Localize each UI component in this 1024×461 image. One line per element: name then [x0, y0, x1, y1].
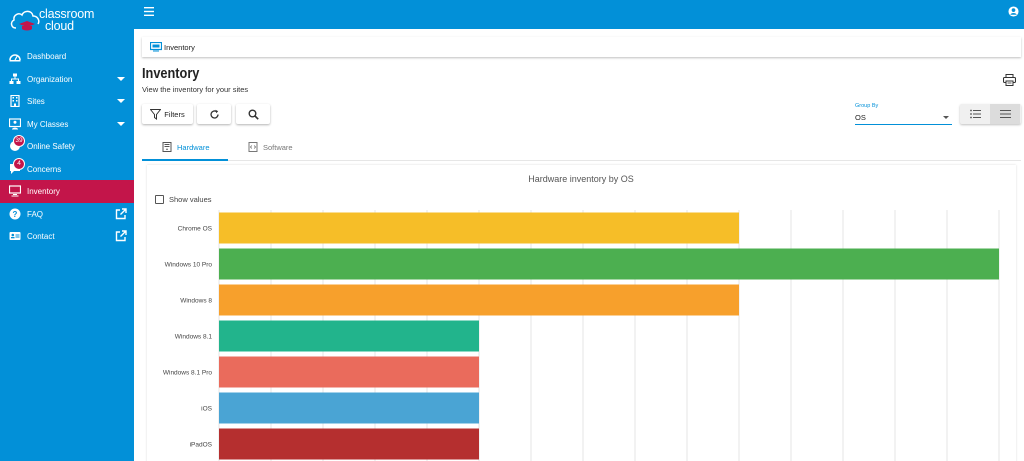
online-safety-badge: 39	[13, 135, 25, 147]
svg-text:?: ?	[13, 210, 18, 219]
classroom-cloud-logo[interactable]: classroom cloud	[9, 6, 99, 34]
bar[interactable]	[219, 356, 479, 388]
chevron-down-icon[interactable]	[117, 99, 125, 103]
chart-title: Hardware inventory by OS	[528, 174, 634, 184]
sidebar-item-label: Inventory	[27, 187, 60, 196]
list-view-icon	[969, 109, 981, 119]
category-label: Windows 8	[180, 298, 212, 305]
category-label: Windows 8.1 Pro	[163, 370, 213, 377]
filters-button[interactable]: Filters	[142, 104, 193, 124]
bar[interactable]	[219, 284, 739, 316]
sidebar-item-label: Concerns	[27, 164, 62, 174]
sidebar-item-label: Online Safety	[27, 142, 76, 151]
category-label: Chrome OS	[178, 226, 213, 233]
breadcrumb: Inventory	[142, 37, 1021, 57]
sidebar-item-online-safety[interactable]: 39 Online Safety	[0, 135, 134, 158]
classes-icon	[9, 117, 21, 129]
hardware-icon	[162, 142, 172, 152]
category-label: iPadOS	[190, 442, 213, 449]
sites-icon	[10, 95, 20, 107]
refresh-icon	[209, 109, 219, 119]
tab-hardware-label: Hardware	[177, 143, 210, 152]
sidebar-item-sites[interactable]: Sites	[0, 90, 134, 113]
category-label: Windows 10 Pro	[165, 262, 213, 269]
hamburger-menu-icon[interactable]	[144, 7, 154, 16]
dashboard-icon	[9, 54, 21, 62]
external-link-icon[interactable]	[115, 207, 127, 220]
category-label: Windows 8.1	[175, 334, 213, 341]
view-toggle	[960, 104, 1021, 124]
tab-software[interactable]: Software	[228, 133, 314, 161]
concerns-badge: 4	[13, 157, 25, 170]
refresh-button[interactable]	[197, 104, 231, 124]
sidebar-item-label: Dashboard	[27, 52, 67, 61]
sidebar-item-label: FAQ	[27, 209, 44, 219]
bar[interactable]	[219, 428, 479, 460]
bar[interactable]	[219, 212, 739, 244]
chevron-down-icon[interactable]	[117, 121, 125, 126]
sidebar-item-label: My Classes	[27, 119, 69, 129]
faq-icon: ?	[9, 208, 21, 219]
sidebar-item-contact[interactable]: Contact	[0, 225, 134, 248]
sidebar-item-concerns[interactable]: 4 Concerns	[0, 157, 134, 181]
search-icon	[248, 109, 259, 120]
print-icon[interactable]	[1003, 74, 1016, 86]
inventory-icon	[150, 42, 162, 52]
group-by-value: OS	[855, 113, 866, 122]
sidebar-item-dashboard[interactable]: Dashboard	[0, 45, 134, 68]
logo-line-1: classroom	[39, 7, 95, 21]
list-view-button[interactable]	[960, 104, 990, 124]
category-label: iOS	[201, 406, 213, 413]
bar-chart-view-icon	[999, 110, 1011, 118]
page-subtitle: View the inventory for your sites	[142, 85, 249, 94]
inventory-icon	[9, 185, 21, 197]
search-button[interactable]	[236, 104, 270, 124]
cloud-logo-icon	[10, 10, 40, 31]
show-values-label: Show values	[169, 194, 212, 204]
bar[interactable]	[219, 248, 999, 280]
chevron-down-icon[interactable]	[117, 76, 125, 81]
inventory-tabs: Hardware Software	[142, 133, 1021, 161]
sidebar: classroom cloud Dashboard Organization S…	[0, 0, 134, 461]
software-icon	[248, 142, 258, 152]
contact-icon	[9, 232, 21, 240]
tab-software-label: Software	[263, 143, 293, 152]
chart-view-button[interactable]	[990, 104, 1020, 124]
external-link-icon[interactable]	[115, 230, 127, 242]
group-by-label: Group By	[855, 103, 879, 109]
logo-text: classroom cloud	[39, 7, 95, 33]
show-values-checkbox[interactable]	[155, 194, 164, 204]
filters-label: Filters	[164, 109, 185, 119]
sidebar-item-organization[interactable]: Organization	[0, 68, 134, 91]
sidebar-item-inventory[interactable]: Inventory	[0, 180, 134, 203]
group-by-select[interactable]: OS	[855, 111, 952, 125]
organization-icon	[9, 73, 21, 84]
filter-icon	[150, 108, 162, 120]
sidebar-nav: Dashboard Organization Sites My Classes …	[0, 45, 134, 248]
show-values-toggle[interactable]: Show values	[155, 194, 212, 204]
sidebar-item-label: Sites	[27, 97, 45, 106]
user-account-icon[interactable]	[1008, 6, 1019, 17]
sidebar-item-label: Contact	[27, 232, 55, 241]
chevron-down-icon	[943, 116, 949, 119]
tab-hardware[interactable]: Hardware	[142, 133, 228, 161]
page-title: Inventory	[142, 65, 200, 82]
sidebar-item-faq[interactable]: ? FAQ	[0, 203, 134, 226]
bar[interactable]	[219, 392, 479, 424]
bar[interactable]	[219, 320, 479, 352]
breadcrumb-item-inventory[interactable]: Inventory	[164, 43, 195, 52]
top-bar	[134, 0, 1024, 29]
sidebar-item-label: Organization	[27, 74, 73, 84]
sidebar-item-my-classes[interactable]: My Classes	[0, 113, 134, 136]
logo-line-2: cloud	[45, 19, 74, 33]
